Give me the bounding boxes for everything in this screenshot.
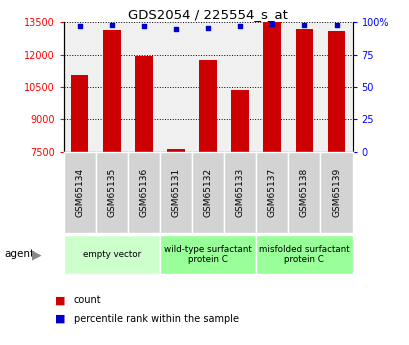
Text: percentile rank within the sample: percentile rank within the sample	[74, 314, 238, 324]
Point	[204, 25, 211, 30]
Point	[172, 26, 179, 32]
Text: GSM65138: GSM65138	[299, 168, 308, 217]
Text: ■: ■	[55, 314, 66, 324]
Text: GSM65136: GSM65136	[139, 168, 148, 217]
Bar	[103, 30, 120, 152]
Point	[300, 22, 307, 28]
Text: count: count	[74, 295, 101, 305]
Bar	[167, 149, 184, 152]
Point	[268, 21, 275, 27]
Text: agent: agent	[4, 249, 34, 259]
Bar	[135, 56, 152, 152]
Point	[108, 22, 115, 28]
Text: ■: ■	[55, 295, 66, 305]
Text: wild-type surfactant
protein C: wild-type surfactant protein C	[164, 245, 252, 264]
Bar	[295, 29, 312, 152]
Text: GSM65131: GSM65131	[171, 168, 180, 217]
Text: misfolded surfactant
protein C: misfolded surfactant protein C	[258, 245, 349, 264]
Point	[140, 23, 147, 29]
Bar	[327, 31, 344, 152]
Point	[333, 22, 339, 28]
Text: GSM65139: GSM65139	[331, 168, 340, 217]
Bar	[199, 60, 216, 152]
Text: GSM65133: GSM65133	[235, 168, 244, 217]
Text: GSM65137: GSM65137	[267, 168, 276, 217]
Text: ▶: ▶	[31, 248, 41, 261]
Bar	[263, 22, 281, 152]
Text: GSM65132: GSM65132	[203, 168, 212, 217]
Text: GSM65135: GSM65135	[107, 168, 116, 217]
Title: GDS2054 / 225554_s_at: GDS2054 / 225554_s_at	[128, 8, 287, 21]
Bar	[231, 90, 248, 152]
Text: empty vector: empty vector	[82, 250, 141, 259]
Point	[76, 23, 83, 29]
Bar	[71, 75, 88, 152]
Point	[236, 23, 243, 29]
Text: GSM65134: GSM65134	[75, 168, 84, 217]
